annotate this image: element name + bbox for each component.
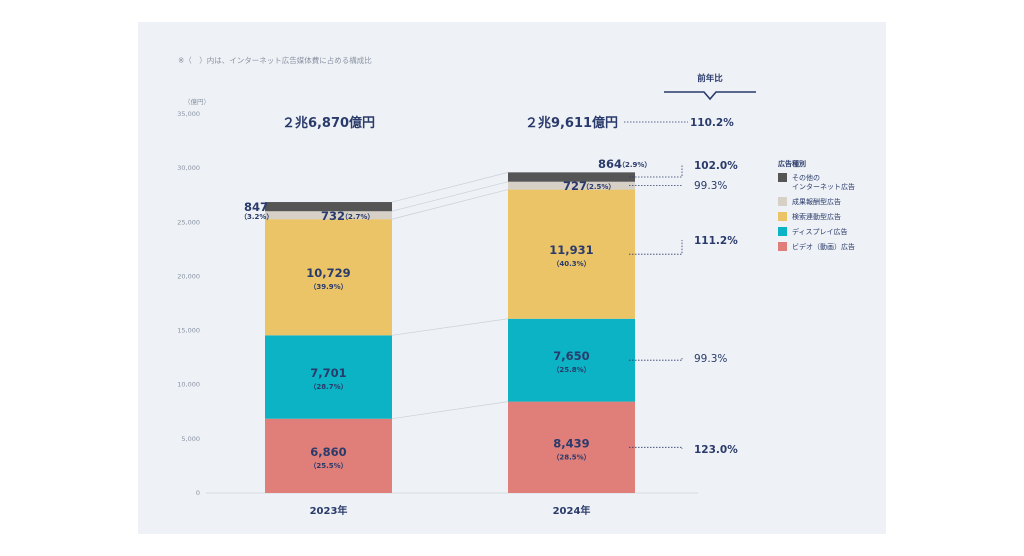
data-label: 7,701 bbox=[310, 366, 346, 380]
y-tick-label: 0 bbox=[196, 489, 200, 497]
y-tick-label: 10,000 bbox=[177, 381, 200, 389]
percent-label: （3.2%） bbox=[240, 213, 273, 221]
x-tick-label: 2023年 bbox=[310, 504, 348, 517]
y-tick-label: 30,000 bbox=[177, 164, 200, 172]
data-label: 732 bbox=[321, 209, 345, 223]
yoy-leader bbox=[629, 358, 683, 361]
data-label: 8,439 bbox=[553, 436, 589, 450]
yoy-value: 123.0% bbox=[694, 444, 738, 456]
legend-label: その他の bbox=[792, 173, 820, 182]
percent-label: （2.5%） bbox=[582, 183, 615, 191]
legend-label: 検索連動型広告 bbox=[792, 212, 841, 221]
yoy-header: 前年比 bbox=[697, 73, 723, 84]
legend-swatch bbox=[778, 173, 787, 182]
y-tick-label: 35,000 bbox=[177, 110, 200, 118]
connector-line bbox=[391, 172, 509, 203]
chart-note: ※（ ）内は、インターネット広告媒体費に占める構成比 bbox=[178, 55, 372, 65]
data-label: 7,650 bbox=[553, 349, 589, 363]
percent-label: （2.7%） bbox=[341, 213, 374, 221]
percent-label: （28.7%） bbox=[309, 383, 347, 391]
total-label: ２兆6,870億円 bbox=[282, 115, 375, 131]
percent-label: （28.5%） bbox=[552, 453, 590, 461]
percent-label: （2.9%） bbox=[618, 161, 651, 169]
bar-segment bbox=[508, 189, 635, 319]
stacked-bar-chart: ※（ ）内は、インターネット広告媒体費に占める構成比 （億円） 0 5,000 10,0… bbox=[177, 55, 855, 517]
bar-segment bbox=[265, 335, 392, 419]
percent-label: （40.3%） bbox=[552, 260, 590, 268]
bar-segment bbox=[508, 181, 635, 190]
legend-label: 成果報酬型広告 bbox=[792, 197, 841, 206]
yoy-header-bracket bbox=[664, 91, 756, 101]
total-label: ２兆9,611億円 bbox=[525, 115, 618, 131]
yoy-leader bbox=[629, 446, 683, 449]
legend-swatch bbox=[778, 242, 787, 251]
data-label: 6,860 bbox=[310, 445, 346, 459]
connector-line bbox=[391, 401, 509, 420]
y-tick-label: 15,000 bbox=[177, 327, 200, 335]
chart-panel: ※（ ）内は、インターネット広告媒体費に占める構成比 （億円） 0 5,000 10,0… bbox=[138, 22, 886, 534]
data-label: 847 bbox=[244, 200, 268, 214]
y-tick-label: 20,000 bbox=[177, 272, 200, 280]
bar-segment bbox=[508, 401, 635, 493]
bar-segment bbox=[508, 318, 635, 402]
connector-line bbox=[391, 181, 509, 212]
legend-title: 広告種別 bbox=[778, 159, 806, 168]
legend-swatch bbox=[778, 227, 787, 236]
legend-swatch bbox=[778, 212, 787, 221]
percent-label: （39.9%） bbox=[309, 283, 347, 291]
y-axis-unit: （億円） bbox=[184, 97, 210, 106]
yoy-value: 102.0% bbox=[694, 160, 738, 172]
yoy-value: 111.2% bbox=[694, 235, 738, 247]
y-tick-label: 5,000 bbox=[181, 435, 200, 443]
data-label: 11,931 bbox=[549, 243, 593, 257]
y-tick-label: 25,000 bbox=[177, 218, 200, 226]
legend-swatch bbox=[778, 197, 787, 206]
bar-segment bbox=[265, 211, 392, 220]
x-tick-label: 2024年 bbox=[553, 504, 591, 517]
yoy-total: 110.2% bbox=[690, 117, 734, 129]
data-label: 727 bbox=[563, 179, 587, 193]
bar-segment bbox=[265, 202, 392, 212]
yoy-leader bbox=[629, 185, 683, 187]
data-label: 864 bbox=[598, 157, 622, 171]
bar-segment bbox=[265, 418, 392, 493]
yoy-leader bbox=[629, 240, 683, 255]
yoy-value: 99.3% bbox=[694, 353, 727, 365]
legend-label: ビデオ（動画）広告 bbox=[792, 242, 855, 251]
legend-label: インターネット広告 bbox=[792, 182, 855, 191]
connector-line bbox=[391, 189, 509, 220]
percent-label: （25.8%） bbox=[552, 366, 590, 374]
data-label: 10,729 bbox=[306, 266, 350, 280]
connector-line bbox=[391, 318, 509, 336]
legend-label: ディスプレイ広告 bbox=[792, 227, 848, 236]
yoy-value: 99.3% bbox=[694, 180, 727, 192]
percent-label: （25.5%） bbox=[309, 462, 347, 470]
bar-segment bbox=[265, 219, 392, 336]
yoy-leader bbox=[629, 165, 683, 178]
bar-segment bbox=[508, 172, 635, 182]
